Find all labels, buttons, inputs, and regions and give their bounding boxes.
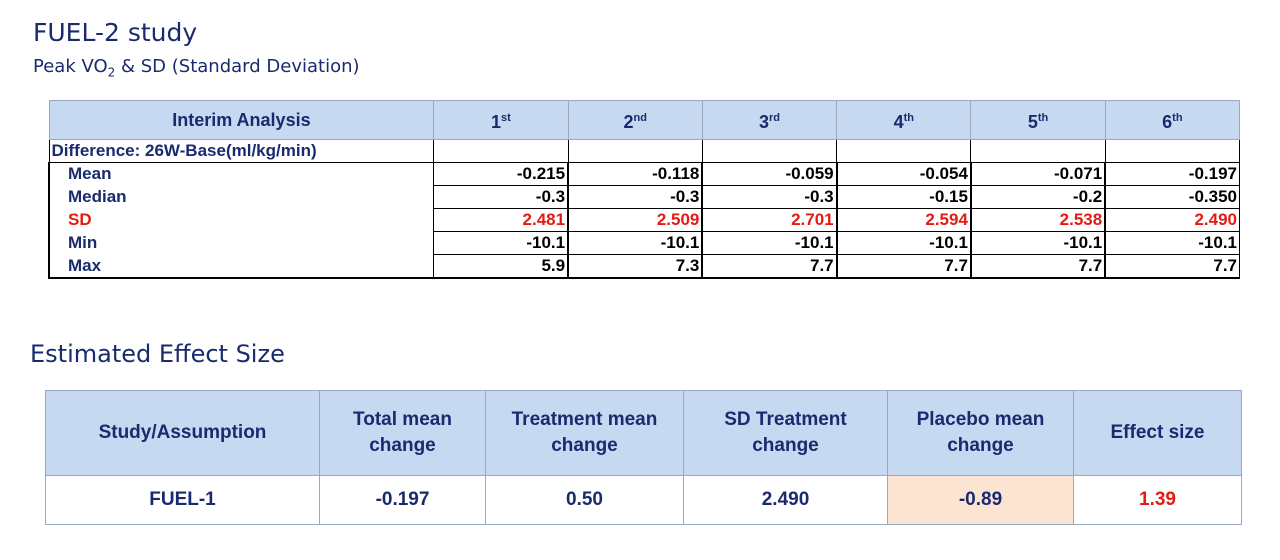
effect-size-header: Effect size xyxy=(1073,390,1242,476)
table-row: SD 2.481 2.509 2.701 2.594 2.538 2.490 xyxy=(48,208,1241,232)
subtitle-text: Peak VO xyxy=(33,56,108,77)
value-cell: -0.2 xyxy=(970,185,1107,209)
value-cell: 2.481 xyxy=(433,208,570,232)
value-cell: -0.059 xyxy=(701,162,838,186)
table-row: FUEL-1 -0.197 0.50 2.490 -0.89 1.39 xyxy=(45,475,1242,525)
table-row: Median -0.3 -0.3 -0.3 -0.15 -0.2 -0.350 xyxy=(48,185,1241,209)
value-cell: -0.350 xyxy=(1104,185,1241,209)
value-cell: 7.3 xyxy=(567,254,704,279)
total-mean-change-header: Total mean change xyxy=(319,390,486,476)
sd-treatment-change-cell: 2.490 xyxy=(683,475,888,525)
value-cell: -10.1 xyxy=(836,231,972,255)
treatment-mean-change-header: Treatment mean change xyxy=(485,390,684,476)
value-cell: -0.054 xyxy=(836,162,972,186)
section-title: Estimated Effect Size xyxy=(30,340,285,368)
value-cell: -0.118 xyxy=(567,162,704,186)
placebo-mean-change-cell: -0.89 xyxy=(887,475,1074,525)
row-label: Mean xyxy=(48,162,434,186)
table-row: Mean -0.215 -0.118 -0.059 -0.054 -0.071 -0.197 xyxy=(48,162,1241,186)
table-row: Max 5.9 7.3 7.7 7.7 7.7 7.7 xyxy=(48,254,1241,279)
value-cell: 2.701 xyxy=(701,208,838,232)
value-cell: 7.7 xyxy=(701,254,838,279)
row-label: SD xyxy=(48,208,434,232)
value-cell: -10.1 xyxy=(567,231,704,255)
difference-row: Difference: 26W-Base(ml/kg/min) xyxy=(48,139,1241,163)
total-mean-change-cell: -0.197 xyxy=(319,475,486,525)
column-header: 4th xyxy=(836,100,972,140)
effect-size-cell: 1.39 xyxy=(1073,475,1242,525)
value-cell: 2.538 xyxy=(970,208,1107,232)
value-cell: -0.3 xyxy=(701,185,838,209)
subtitle-subscript: 2 xyxy=(107,65,116,80)
value-cell: -10.1 xyxy=(433,231,570,255)
treatment-mean-change-cell: 0.50 xyxy=(485,475,684,525)
subtitle-text-rest: & SD (Standard Deviation) xyxy=(115,56,360,77)
value-cell: -0.3 xyxy=(433,185,570,209)
column-header: 6th xyxy=(1104,100,1241,140)
value-cell: 2.594 xyxy=(836,208,972,232)
value-cell: 7.7 xyxy=(970,254,1107,279)
value-cell: 2.490 xyxy=(1104,208,1241,232)
value-cell: 7.7 xyxy=(836,254,972,279)
value-cell: -10.1 xyxy=(970,231,1107,255)
study-assumption-header: Study/Assumption xyxy=(45,390,320,476)
column-header: 2nd xyxy=(567,100,703,140)
table-header-row: Interim Analysis 1st 2nd 3rd 4th 5th 6th xyxy=(48,100,1241,140)
study-cell: FUEL-1 xyxy=(45,475,320,525)
column-header: 5th xyxy=(970,100,1106,140)
effect-size-table: Study/Assumption Total mean change Treatm… xyxy=(45,390,1242,525)
table-header-row: Study/Assumption Total mean change Treatm… xyxy=(45,390,1242,476)
value-cell: -0.197 xyxy=(1104,162,1241,186)
value-cell: -10.1 xyxy=(1104,231,1241,255)
page-subtitle: Peak VO2 & SD (Standard Deviation) xyxy=(33,56,360,80)
interim-analysis-table: Interim Analysis 1st 2nd 3rd 4th 5th 6th… xyxy=(48,100,1241,279)
placebo-mean-change-header: Placebo mean change xyxy=(887,390,1074,476)
table-row: Min -10.1 -10.1 -10.1 -10.1 -10.1 -10.1 xyxy=(48,231,1241,255)
page-title: FUEL-2 study xyxy=(33,18,198,47)
row-label: Max xyxy=(48,254,434,279)
value-cell: -0.3 xyxy=(567,185,704,209)
row-label: Median xyxy=(48,185,434,209)
interim-analysis-header: Interim Analysis xyxy=(48,100,435,140)
column-header: 3rd xyxy=(701,100,838,140)
value-cell: 2.509 xyxy=(567,208,704,232)
row-label: Min xyxy=(48,231,434,255)
value-cell: 5.9 xyxy=(433,254,570,279)
value-cell: -0.071 xyxy=(970,162,1107,186)
value-cell: -0.215 xyxy=(433,162,570,186)
difference-label: Difference: 26W-Base(ml/kg/min) xyxy=(48,139,435,163)
sd-treatment-change-header: SD Treatment change xyxy=(683,390,888,476)
value-cell: -0.15 xyxy=(836,185,972,209)
value-cell: 7.7 xyxy=(1104,254,1241,279)
column-header: 1st xyxy=(433,100,569,140)
value-cell: -10.1 xyxy=(701,231,838,255)
